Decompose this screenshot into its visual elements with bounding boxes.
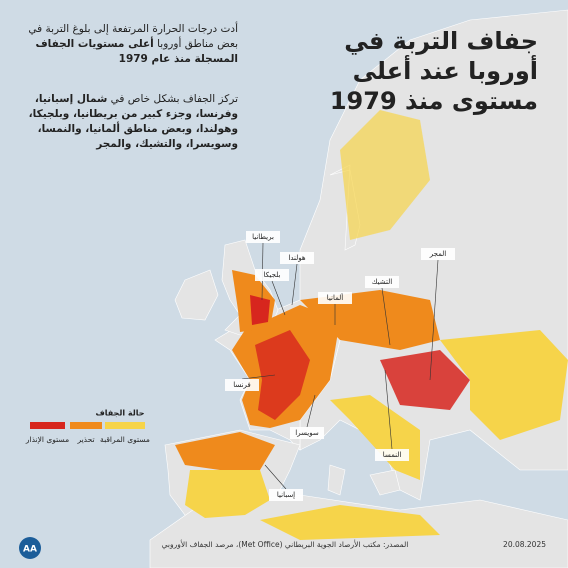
legend-swatch [30,422,65,429]
spain-watch [185,470,270,518]
country-labels: بريطانيا هولندا بلجيكا ألمانيا التشيك المجر فر… [225,231,455,501]
country-label: بريطانيا [252,233,274,241]
country-label: هولندا [288,254,305,262]
label-box [255,269,289,281]
date: 20.08.2025 [503,540,546,549]
britain-alert [250,295,270,325]
legend-swatch [105,422,145,429]
east-watch [440,330,568,440]
country-label: ألمانيا [327,293,344,302]
label-box [365,276,399,288]
logo: AA [23,545,37,555]
logo-badge [19,537,41,559]
country-label: فرنسا [233,381,251,389]
label-box [375,449,409,461]
legend-title: حالة الجفاف [96,409,145,418]
source: المصدر: مكتب الأرصاد الجوية البريطاني (M… [161,540,409,549]
label-box [421,248,455,260]
legend-swatch [70,422,102,429]
label-box [225,379,259,391]
france-alert [255,330,310,420]
label-box [246,231,280,243]
country-label: إسبانيا [277,491,295,499]
label-box [290,427,324,439]
country-label: التشيك [372,278,393,286]
label-box [280,252,314,264]
legend-label: تحذير [76,435,94,444]
spain-area [175,432,275,470]
country-label: سويسرا [295,429,319,437]
scandinavia-watch [340,110,430,240]
hungary-alert [380,350,470,410]
drought-areas [175,110,568,540]
intro-text: أدت درجات الحرارة المرتفعة إلى بلوغ التر… [28,23,238,50]
intro: أدت درجات الحرارة المرتفعة إلى بلوغ التر… [18,22,238,67]
title: جفاف التربة في أوروبا عند أعلى مستوى منذ… [329,27,538,115]
legend: مستوى الإنذار تحذير مستوى المراقبة [25,422,150,444]
intro-highlight: أعلى مستويات الجفاف المسجلة منذ عام 1979 [35,38,238,65]
legend-label: مستوى المراقبة [100,435,150,444]
detail-lead: تركز الجفاف بشكل خاص في [110,93,238,105]
country-label: المجر [429,250,447,258]
legend-label: مستوى الإنذار [25,435,69,444]
africa-watch [260,505,440,540]
label-box [269,489,303,501]
label-box [318,292,352,304]
detail: تركز الجفاف بشكل خاص في شمال إسبانيا، وف… [18,92,238,152]
country-label: النمسا [383,451,402,459]
detail-highlight: شمال إسبانيا، وفرنسا، وجزء كبير من بريطا… [28,93,238,150]
country-label: بلجيكا [264,271,281,279]
